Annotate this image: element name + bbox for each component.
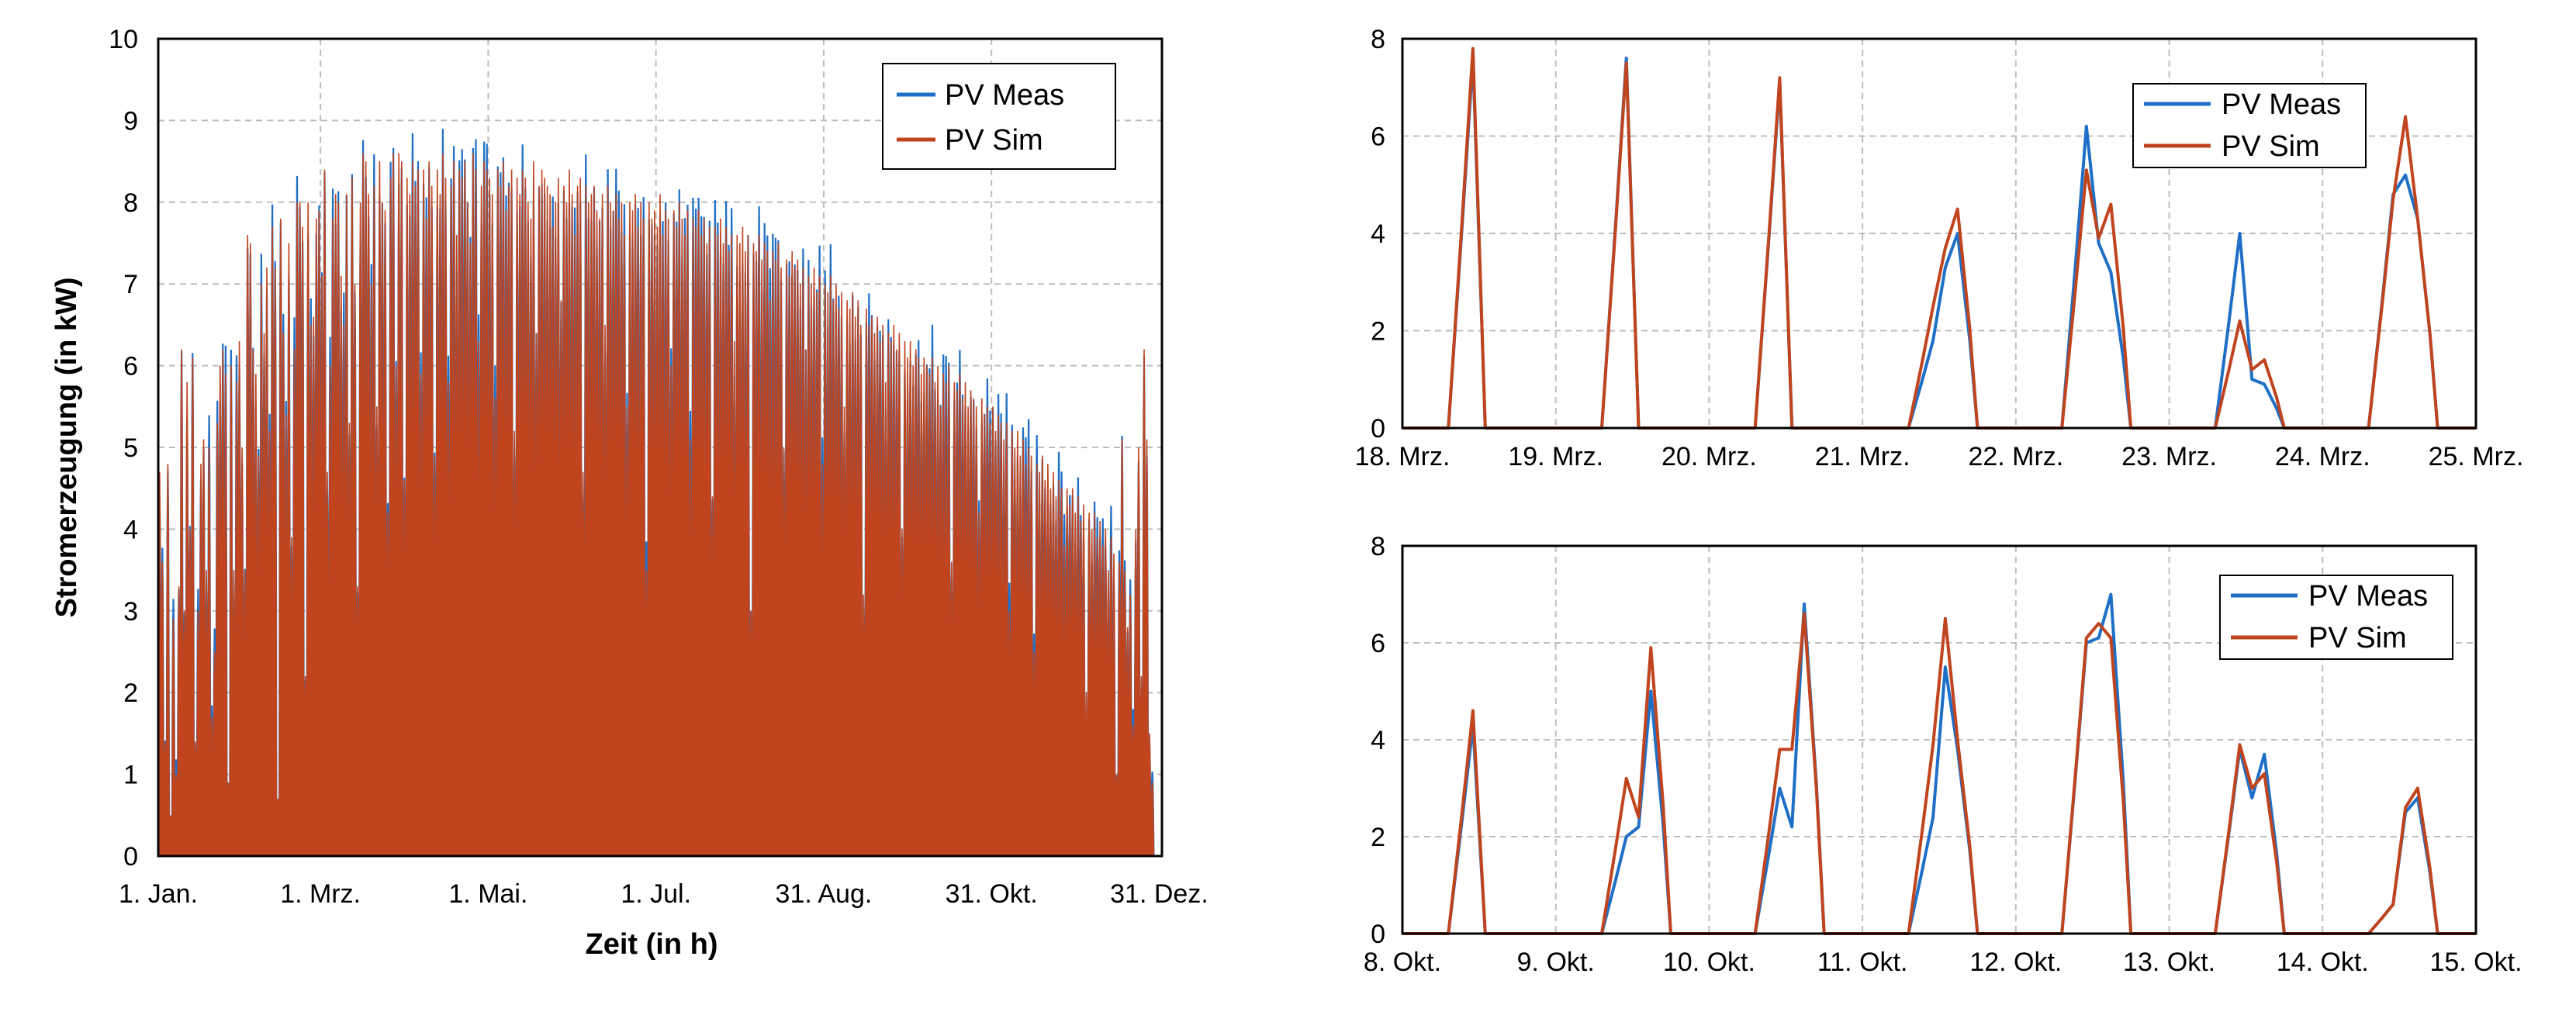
annual-y-tick-label: 2 bbox=[123, 678, 138, 708]
october-y-tick-label: 0 bbox=[1371, 920, 1385, 949]
march-x-tick-label: 19. Mrz. bbox=[1508, 442, 1603, 471]
annual-chart: 0 1 2 3 4 5 6 7 8 9 10 1. Jan. 1. Mrz. 1. Mai. 1. Jul… bbox=[50, 25, 1208, 961]
october-x-tick-label: 11. Okt. bbox=[1817, 948, 1908, 977]
annual-y-tick-label: 6 bbox=[123, 352, 138, 381]
march-x-tick-label: 21. Mrz. bbox=[1815, 442, 1910, 471]
october-y-tick-label: 8 bbox=[1371, 532, 1385, 561]
march-y-ticks: 0 2 4 6 8 bbox=[1371, 25, 1385, 444]
march-y-tick-label: 6 bbox=[1371, 123, 1385, 152]
october-y-ticks: 0 2 4 6 8 bbox=[1371, 532, 1385, 949]
october-y-tick-label: 6 bbox=[1371, 629, 1385, 658]
march-legend-meas-label: PV Meas bbox=[2222, 88, 2341, 121]
annual-y-tick-label: 1 bbox=[123, 761, 138, 790]
march-x-tick-label: 20. Mrz. bbox=[1661, 442, 1757, 471]
march-x-tick-label: 22. Mrz. bbox=[1968, 442, 2063, 471]
october-x-tick-label: 12. Okt. bbox=[1969, 948, 2062, 977]
october-x-tick-label: 13. Okt. bbox=[2123, 948, 2215, 977]
october-x-tick-label: 9. Okt. bbox=[1517, 948, 1595, 977]
october-x-tick-label: 10. Okt. bbox=[1663, 948, 1755, 977]
march-y-tick-label: 4 bbox=[1371, 219, 1385, 249]
march-series-pv-sim bbox=[1402, 47, 2476, 430]
march-legend-box bbox=[2132, 83, 2367, 168]
annual-x-tick-label: 1. Mrz. bbox=[280, 879, 361, 909]
annual-x-axis-label: Zeit (in h) bbox=[586, 928, 718, 961]
annual-legend: PV Meas PV Sim bbox=[882, 63, 1116, 170]
march-legend-sim-label: PV Sim bbox=[2222, 130, 2320, 163]
annual-x-tick-label: 1. Jan. bbox=[119, 879, 198, 909]
october-series bbox=[1402, 592, 2476, 935]
october-x-tick-label: 8. Okt. bbox=[1364, 948, 1441, 977]
march-x-tick-label: 25. Mrz. bbox=[2429, 442, 2524, 471]
october-series-pv-sim bbox=[1402, 612, 2476, 935]
annual-legend-box bbox=[882, 63, 1116, 170]
march-x-tick-label: 23. Mrz. bbox=[2121, 442, 2217, 471]
october-x-tick-label: 14. Okt. bbox=[2277, 948, 2369, 977]
march-series bbox=[1402, 47, 2476, 430]
annual-x-tick-label: 1. Jul. bbox=[621, 879, 691, 909]
march-x-tick-label: 18. Mrz. bbox=[1355, 442, 1451, 471]
annual-y-tick-label: 10 bbox=[109, 25, 138, 54]
annual-x-ticks: 1. Jan. 1. Mrz. 1. Mai. 1. Jul. 31. Aug. 31. … bbox=[119, 879, 1208, 909]
october-legend-box bbox=[2219, 575, 2453, 660]
march-x-ticks: 18. Mrz. 19. Mrz. 20. Mrz. 21. Mrz. 22. Mrz.… bbox=[1355, 442, 2524, 471]
annual-x-tick-label: 31. Dez. bbox=[1110, 879, 1208, 909]
march-y-tick-label: 8 bbox=[1371, 25, 1385, 54]
march-plot-frame bbox=[1401, 37, 2477, 430]
annual-y-axis-label: Stromerzeugung (in kW) bbox=[50, 277, 83, 617]
march-legend: PV Meas PV Sim bbox=[2132, 83, 2367, 168]
october-y-tick-label: 4 bbox=[1371, 726, 1385, 755]
october-x-tick-label: 15. Okt. bbox=[2429, 948, 2522, 977]
october-legend: PV Meas PV Sim bbox=[2219, 575, 2453, 660]
october-legend-meas-label: PV Meas bbox=[2308, 580, 2428, 613]
annual-y-tick-label: 4 bbox=[123, 515, 138, 544]
march-y-tick-label: 0 bbox=[1371, 414, 1385, 444]
march-chart: 0 2 4 6 8 18. Mrz. 19. Mrz. 20. Mrz. 21. Mrz. 22… bbox=[1355, 25, 2524, 471]
annual-x-tick-label: 31. Okt. bbox=[946, 879, 1038, 909]
october-legend-sim-label: PV Sim bbox=[2308, 622, 2407, 654]
annual-y-tick-label: 9 bbox=[123, 106, 138, 136]
annual-series-pv-sim bbox=[157, 153, 1155, 857]
annual-legend-meas-label: PV Meas bbox=[945, 79, 1064, 112]
annual-x-tick-label: 1. Mai. bbox=[448, 879, 527, 909]
annual-y-ticks: 0 1 2 3 4 5 6 7 8 9 10 bbox=[109, 25, 138, 872]
october-y-tick-label: 2 bbox=[1371, 823, 1385, 852]
annual-y-tick-label: 3 bbox=[123, 597, 138, 627]
october-plot-frame bbox=[1401, 544, 2477, 935]
annual-x-tick-label: 31. Aug. bbox=[776, 879, 873, 909]
annual-y-tick-label: 7 bbox=[123, 270, 138, 299]
annual-legend-sim-label: PV Sim bbox=[945, 124, 1043, 157]
annual-y-tick-label: 0 bbox=[123, 842, 138, 872]
annual-plot-frame bbox=[157, 37, 1164, 858]
march-x-tick-label: 24. Mrz. bbox=[2275, 442, 2370, 471]
annual-y-tick-label: 5 bbox=[123, 433, 138, 463]
october-x-ticks: 8. Okt. 9. Okt. 10. Okt. 11. Okt. 12. Okt. 13… bbox=[1364, 948, 2522, 977]
october-chart: 0 2 4 6 8 8. Okt. 9. Okt. 10. Okt. 11. Okt. 12. … bbox=[1364, 532, 2522, 977]
annual-y-tick-label: 8 bbox=[123, 188, 138, 218]
march-y-tick-label: 2 bbox=[1371, 317, 1385, 347]
